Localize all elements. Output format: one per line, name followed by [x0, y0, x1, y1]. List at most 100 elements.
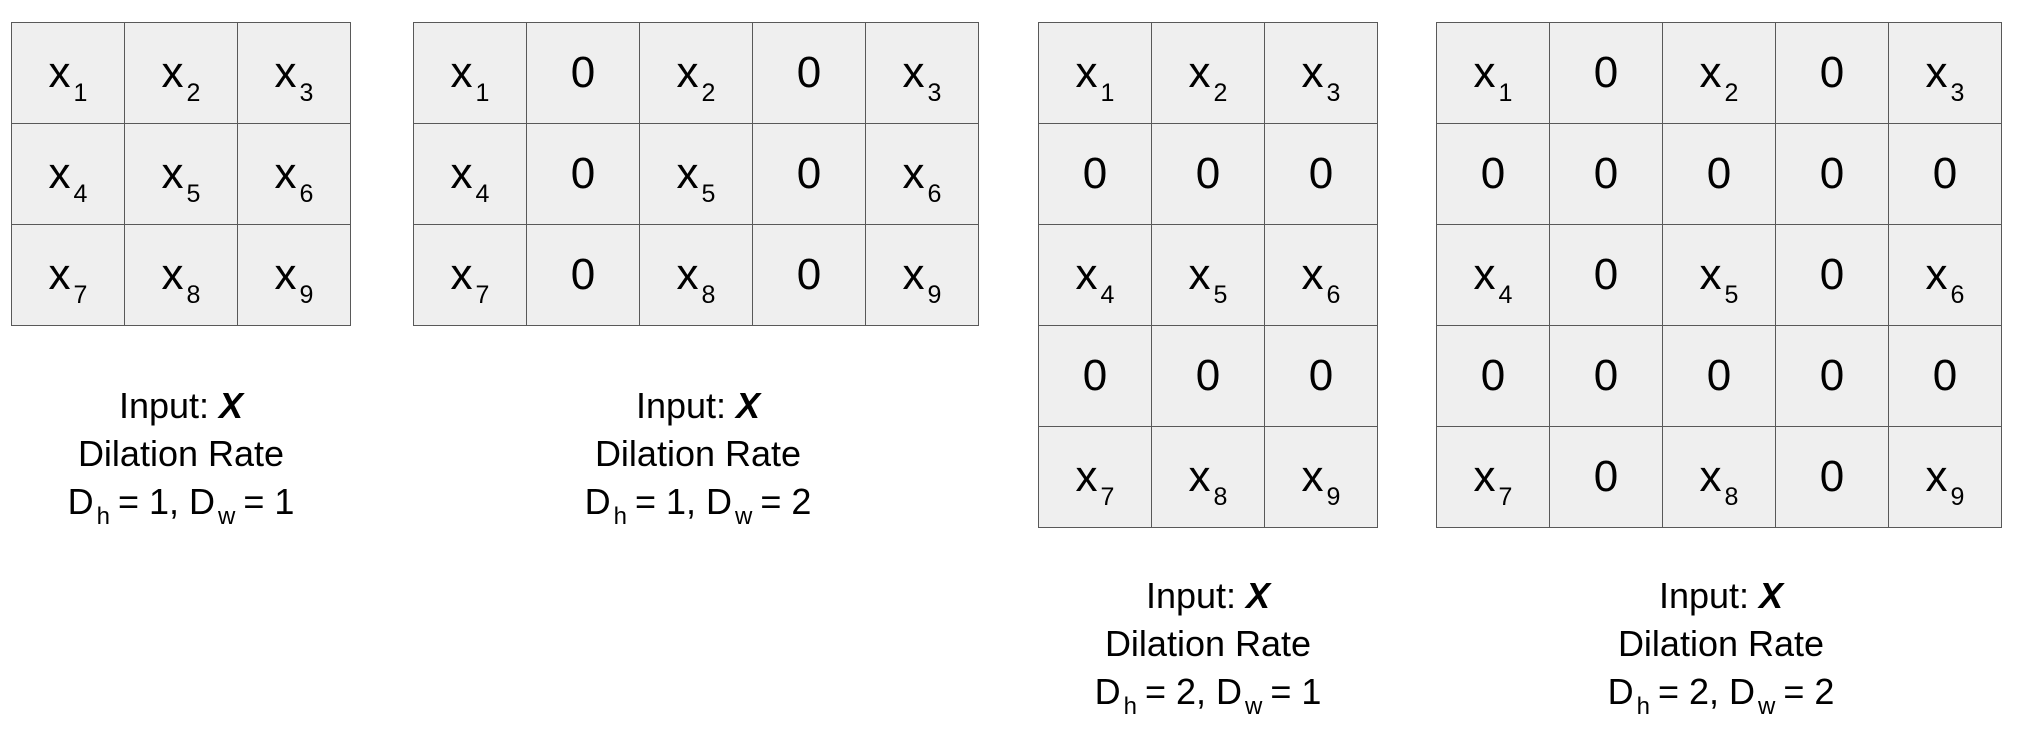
grid-cell-zero: 0	[1662, 325, 1776, 427]
cell-variable-index: 3	[299, 79, 314, 107]
cell-variable-base: x	[1473, 452, 1496, 501]
grid-cell-zero: 0	[1038, 123, 1152, 225]
cell-variable-index: 4	[1498, 281, 1513, 309]
cell-variable-base: x	[1301, 250, 1324, 299]
cell-variable-index: 6	[299, 180, 314, 208]
cell-variable-base: x	[676, 149, 699, 198]
cell-variable-base: x	[48, 149, 71, 198]
cell-variable-index: 2	[1724, 79, 1739, 107]
grid-cell-zero: 0	[526, 123, 640, 225]
cell-variable-base: x	[48, 250, 71, 299]
cell-variable-index: 6	[1950, 281, 1965, 309]
cell-variable-base: x	[450, 48, 473, 97]
cell-variable-base: x	[274, 250, 297, 299]
input-variable: X	[736, 385, 761, 426]
cell-variable-index: 1	[73, 79, 88, 107]
cell-variable-index: 4	[475, 180, 490, 208]
cell-variable-base: x	[274, 149, 297, 198]
grid-cell-zero: 0	[1436, 123, 1550, 225]
cell-variable-index: 2	[701, 79, 716, 107]
grid-cell-zero: 0	[1775, 22, 1889, 124]
cell-variable-index: 4	[1100, 281, 1115, 309]
cell-variable-base: x	[1699, 250, 1722, 299]
grid-cell-zero: 0	[1662, 123, 1776, 225]
grid-cell-zero: 0	[526, 22, 640, 124]
cell-variable-base: x	[902, 250, 925, 299]
cell-variable-index: 8	[186, 281, 201, 309]
cell-variable-base: x	[902, 149, 925, 198]
cell-variable-base: x	[48, 48, 71, 97]
grid-cell-zero: 0	[752, 224, 866, 326]
cell-variable-base: x	[1301, 452, 1324, 501]
grid-cell-zero: 0	[1264, 123, 1378, 225]
input-variable: X	[1246, 575, 1271, 616]
cell-variable-base: x	[1075, 452, 1098, 501]
cell-variable-index: 3	[1326, 79, 1341, 107]
caption-rate-label: Dilation Rate	[594, 433, 802, 474]
cell-variable-index: 7	[73, 281, 88, 309]
cell-variable-index: 7	[475, 281, 490, 309]
cell-variable-index: 5	[1724, 281, 1739, 309]
cell-variable-base: x	[1188, 48, 1211, 97]
cell-variable-index: 5	[701, 180, 716, 208]
cell-variable-index: 8	[1213, 483, 1228, 511]
cell-variable-base: x	[676, 250, 699, 299]
cell-variable-base: x	[1188, 250, 1211, 299]
caption-rate-label: Dilation Rate	[77, 433, 285, 474]
cell-variable-base: x	[1301, 48, 1324, 97]
cell-variable-base: x	[1925, 250, 1948, 299]
cell-variable-base: x	[450, 250, 473, 299]
cell-variable-index: 7	[1100, 483, 1115, 511]
cell-variable-base: x	[1188, 452, 1211, 501]
grid-cell-zero: 0	[752, 22, 866, 124]
grid-cell-zero: 0	[1775, 325, 1889, 427]
cell-variable-index: 8	[1724, 483, 1739, 511]
grid-cell-zero: 0	[1549, 123, 1663, 225]
cell-variable-index: 9	[1326, 483, 1341, 511]
cell-variable-base: x	[1075, 48, 1098, 97]
cell-variable-base: x	[161, 149, 184, 198]
cell-variable-base: x	[161, 250, 184, 299]
grid-cell-zero: 0	[1038, 325, 1152, 427]
cell-variable-index: 1	[475, 79, 490, 107]
grid-cell-zero: 0	[1264, 325, 1378, 427]
grid-cell-zero: 0	[526, 224, 640, 326]
cell-variable-index: 2	[186, 79, 201, 107]
cell-variable-index: 1	[1498, 79, 1513, 107]
